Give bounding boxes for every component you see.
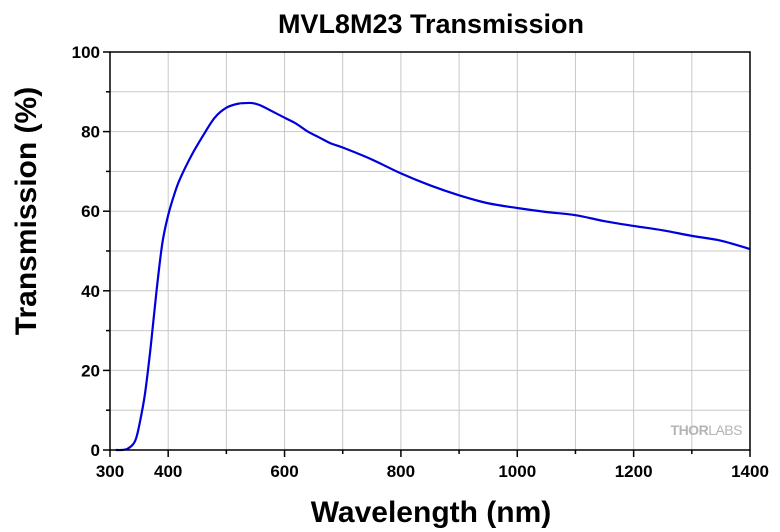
series-layer — [115, 101, 751, 452]
watermark-logo: THORLABS — [671, 422, 743, 438]
x-tick-label: 1000 — [498, 462, 536, 481]
x-tick-label: 400 — [154, 462, 182, 481]
chart-title: MVL8M23 Transmission — [278, 9, 584, 39]
transmission-line — [115, 101, 751, 452]
y-tick-label: 60 — [81, 202, 100, 221]
y-tick-label: 20 — [81, 361, 100, 380]
x-tick-label: 300 — [96, 462, 124, 481]
y-tick-label: 80 — [81, 123, 100, 142]
x-tick-labels: 300 400 600 800 1000 1200 1400 — [96, 462, 769, 481]
grid-lines — [110, 52, 750, 450]
x-tick-label: 1200 — [615, 462, 653, 481]
y-tick-labels: 0 20 40 60 80 100 — [72, 43, 100, 460]
y-tick-label: 40 — [81, 282, 100, 301]
y-tick-label: 100 — [72, 43, 100, 62]
y-axis-label: Transmission (%) — [10, 87, 43, 335]
y-tick-label: 0 — [91, 441, 100, 460]
x-tick-label: 800 — [387, 462, 415, 481]
x-axis-label: Wavelength (nm) — [311, 496, 552, 529]
tick-marks — [103, 51, 751, 457]
x-tick-label: 600 — [270, 462, 298, 481]
x-tick-label: 1400 — [731, 462, 769, 481]
